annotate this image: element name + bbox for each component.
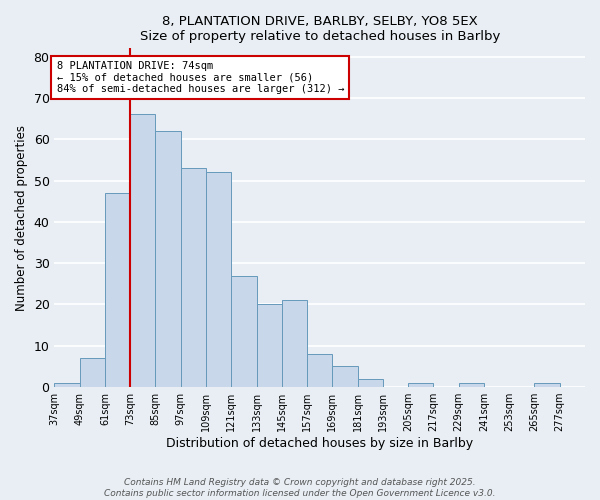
Bar (105, 193, 130, 387)
Bar (80, 358, 105, 387)
Text: Contains HM Land Registry data © Crown copyright and database right 2025.
Contai: Contains HM Land Registry data © Crown c… (104, 478, 496, 498)
Title: 8, PLANTATION DRIVE, BARLBY, SELBY, YO8 5EX
Size of property relative to detache: 8, PLANTATION DRIVE, BARLBY, SELBY, YO8 … (140, 15, 500, 43)
Bar (55, 383, 80, 387)
Bar (206, 172, 231, 387)
Bar (332, 366, 358, 387)
Bar (535, 383, 560, 387)
Y-axis label: Number of detached properties: Number of detached properties (15, 124, 28, 310)
Bar (307, 354, 332, 387)
Bar (181, 168, 206, 387)
Bar (231, 276, 257, 387)
Bar (130, 114, 155, 387)
Bar (282, 300, 307, 387)
Bar (257, 304, 282, 387)
Bar (358, 379, 383, 387)
X-axis label: Distribution of detached houses by size in Barlby: Distribution of detached houses by size … (166, 437, 473, 450)
Bar (458, 383, 484, 387)
Bar (155, 131, 181, 387)
Text: 8 PLANTATION DRIVE: 74sqm
← 15% of detached houses are smaller (56)
84% of semi-: 8 PLANTATION DRIVE: 74sqm ← 15% of detac… (56, 60, 344, 94)
Bar (408, 383, 433, 387)
